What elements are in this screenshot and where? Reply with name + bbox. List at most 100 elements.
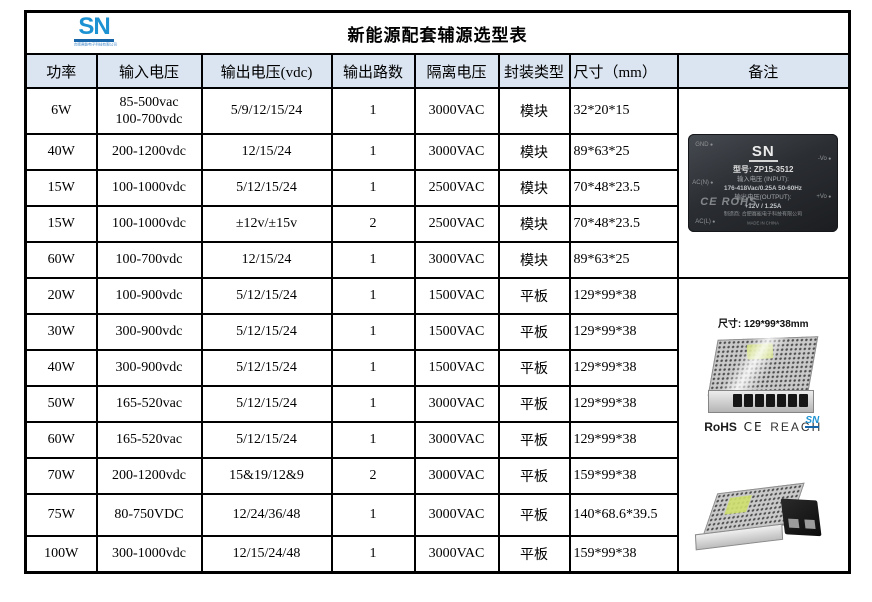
size-note: 尺寸: 129*99*38mm — [717, 318, 809, 330]
cell-isolation-voltage: 1500VAC — [413, 313, 500, 351]
table-row: 100W 300-1000vdc 12/15/24/48 1 3000VAC 平… — [24, 535, 850, 574]
company-logo: SN 合肥赛能电子科技有限公司 — [49, 15, 139, 51]
psu-end-terminals — [780, 498, 822, 536]
remarks-panel-cell: 尺寸: 129*99*38mm SN RoHS CE REACH — [676, 277, 851, 574]
cell-size: 89*63*25 — [568, 133, 679, 171]
certifications-line: RoHS CE REACH — [680, 420, 848, 434]
cell-isolation-voltage: 3000VAC — [413, 133, 500, 171]
cell-power: 15W — [24, 169, 98, 207]
cell-package-type: 平板 — [497, 313, 571, 351]
cell-output-voltage: 5/12/15/24 — [200, 385, 333, 423]
cell-power: 60W — [24, 241, 98, 279]
cell-output-voltage: 5/12/15/24 — [200, 313, 333, 351]
cell-output-voltage: 5/12/15/24 — [200, 277, 333, 315]
pin-label-vo-pos: +Vo — [816, 194, 831, 200]
pin-label-acl: AC(L) — [695, 219, 715, 225]
company-logo-subtext: 合肥赛能电子科技有限公司 — [73, 42, 117, 47]
cell-package-type: 平板 — [497, 535, 571, 574]
cell-input-voltage: 300-1000vdc — [95, 535, 203, 574]
module-product-photo: GND -Vo AC(N) +Vo AC(L) SN 型号: ZP15-3512… — [688, 134, 839, 232]
psu-sn-logo: SN — [805, 414, 820, 428]
cell-output-voltage: 5/12/15/24 — [200, 169, 333, 207]
table-row: 15W 100-1000vdc ±12v/±15v 2 2500VAC 模块 7… — [24, 205, 850, 243]
cell-package-type: 平板 — [497, 421, 571, 459]
remarks-module-cell: GND -Vo AC(N) +Vo AC(L) SN 型号: ZP15-3512… — [676, 87, 851, 279]
cell-input-voltage: 100-1000vdc — [95, 205, 203, 243]
cell-size: 70*48*23.5 — [568, 205, 679, 243]
cell-output-channels: 1 — [330, 241, 416, 279]
cell-size: 129*99*38 — [568, 313, 679, 351]
cell-isolation-voltage: 3000VAC — [413, 385, 500, 423]
table-row: 60W 165-520vac 5/12/15/24 1 3000VAC 平板 1… — [24, 421, 850, 459]
cell-package-type: 平板 — [497, 493, 571, 537]
cell-power: 15W — [24, 205, 98, 243]
col-header-power: 功率 — [24, 53, 98, 89]
cell-package-type: 模块 — [497, 169, 571, 207]
cell-output-voltage: ±12v/±15v — [200, 205, 333, 243]
cell-size: 129*99*38 — [568, 349, 679, 387]
cell-output-channels: 1 — [330, 421, 416, 459]
cell-package-type: 模块 — [497, 133, 571, 171]
table-row: 40W 200-1200vdc 12/15/24 1 3000VAC 模块 89… — [24, 133, 850, 171]
table-header-row: 功率 输入电压 输出电压(vdc) 输出路数 隔离电压 封装类型 尺寸（mm） … — [24, 53, 851, 89]
cell-package-type: 模块 — [497, 205, 571, 243]
table-row: 70W 200-1200vdc 15&19/12&9 2 3000VAC 平板 … — [24, 457, 850, 495]
cell-size: 89*63*25 — [568, 241, 679, 279]
cell-size: 129*99*38 — [568, 421, 679, 459]
cell-output-channels: 1 — [330, 133, 416, 171]
table-row: 6W 85-500vac 100-700vdc 5/9/12/15/24 1 3… — [24, 87, 851, 279]
pin-label-gnd: GND — [695, 142, 713, 148]
module-sn-logo: SN — [748, 143, 778, 162]
cell-output-voltage: 12/24/36/48 — [200, 493, 333, 537]
col-header-size: 尺寸（mm） — [568, 53, 679, 89]
cell-package-type: 平板 — [497, 457, 571, 495]
col-header-remarks: 备注 — [676, 53, 851, 89]
module-model: 型号: ZP15-3512 — [733, 165, 794, 174]
cell-output-voltage: 5/12/15/24 — [200, 349, 333, 387]
cell-package-type: 平板 — [497, 277, 571, 315]
cell-output-channels: 1 — [330, 535, 416, 574]
cell-isolation-voltage: 3000VAC — [413, 457, 500, 495]
cell-package-type: 平板 — [497, 349, 571, 387]
cell-size: 70*48*23.5 — [568, 169, 679, 207]
pin-label-acn: AC(N) — [692, 180, 713, 186]
cell-power: 100W — [24, 535, 98, 574]
cell-power: 40W — [24, 349, 98, 387]
col-header-output-channels: 输出路数 — [330, 53, 416, 89]
title-row: SN 合肥赛能电子科技有限公司 新能源配套辅源选型表 — [24, 10, 851, 55]
cell-power: 30W — [24, 313, 98, 351]
cell-output-channels: 1 — [330, 313, 416, 351]
cell-input-voltage: 165-520vac — [95, 421, 203, 459]
slim-psu-photo — [695, 474, 829, 563]
cell-input-voltage: 85-500vac 100-700vdc — [95, 87, 203, 135]
selection-table-sheet: SN 合肥赛能电子科技有限公司 新能源配套辅源选型表 功率 输入电压 输出电压(… — [24, 10, 851, 574]
cell-output-channels: 2 — [330, 457, 416, 495]
module-output-value: +12V / 1.25A — [744, 203, 782, 210]
cell-output-voltage: 15&19/12&9 — [200, 457, 333, 495]
cell-power: 50W — [24, 385, 98, 423]
cell-output-channels: 1 — [330, 493, 416, 537]
cell-size: 140*68.6*39.5 — [568, 493, 679, 537]
reach-mark: REACH — [770, 419, 823, 434]
cell-input-voltage: 300-900vdc — [95, 313, 203, 351]
terminal-block — [733, 393, 809, 407]
col-header-output-voltage: 输出电压(vdc) — [200, 53, 333, 89]
cell-isolation-voltage: 2500VAC — [413, 205, 500, 243]
col-header-input-voltage: 输入电压 — [95, 53, 203, 89]
cell-power: 75W — [24, 493, 98, 537]
cell-output-channels: 1 — [330, 385, 416, 423]
cell-isolation-voltage: 3000VAC — [413, 493, 500, 537]
ce-mark: CE — [743, 419, 764, 434]
cell-input-voltage: 300-900vdc — [95, 349, 203, 387]
cell-output-channels: 2 — [330, 205, 416, 243]
title-cell: SN 合肥赛能电子科技有限公司 新能源配套辅源选型表 — [24, 10, 851, 55]
table-row: 30W 300-900vdc 5/12/15/24 1 1500VAC 平板 1… — [24, 313, 850, 351]
col-header-isolation-voltage: 隔离电压 — [413, 53, 500, 89]
cell-output-channels: 1 — [330, 349, 416, 387]
cell-power: 6W — [24, 87, 98, 135]
ce-rohs-mark: CE ROHS — [700, 196, 758, 208]
cell-power: 20W — [24, 277, 98, 315]
table-row: 20W 100-900vdc 5/12/15/24 1 1500VAC 平板 1… — [24, 277, 851, 574]
cell-power: 40W — [24, 133, 98, 171]
psu-terminal-face — [708, 389, 815, 413]
